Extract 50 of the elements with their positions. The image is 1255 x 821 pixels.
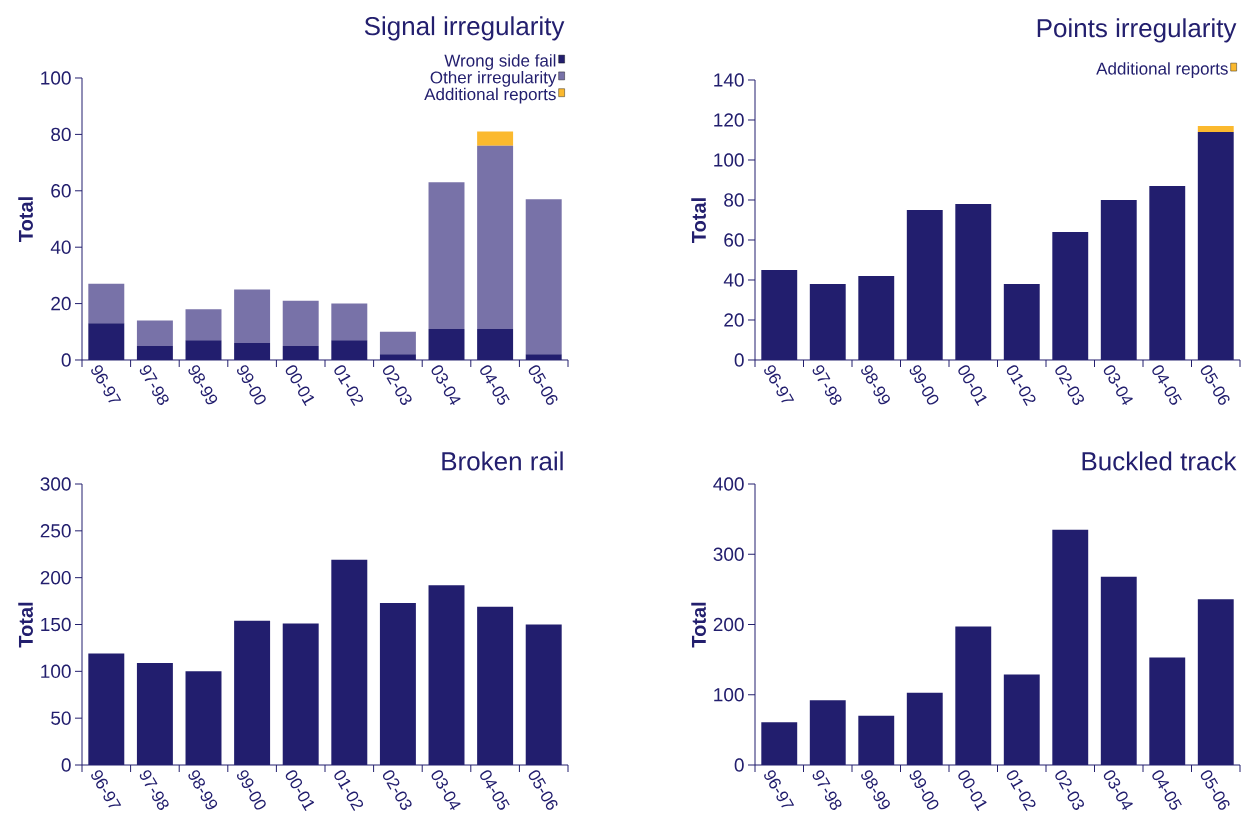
y-axis-title: Total <box>691 198 706 243</box>
bar <box>136 320 173 346</box>
y-tick-label: 60 <box>724 233 744 247</box>
y-tick-label: 140 <box>714 73 744 87</box>
chart-title: Points irregularity <box>1037 18 1237 43</box>
y-tick-label: 0 <box>734 758 744 772</box>
legend-label: Other irregularity <box>430 70 557 87</box>
legend-label: Additional reports <box>1096 62 1228 79</box>
y-tick-label: 80 <box>51 127 71 142</box>
y-axis-title: Total <box>18 197 33 242</box>
bar <box>477 131 514 146</box>
bar <box>88 283 125 324</box>
y-tick-label: 100 <box>714 688 744 702</box>
y-tick-label: 20 <box>51 296 71 311</box>
bar <box>1197 125 1234 132</box>
y-tick-label: 120 <box>714 113 744 127</box>
y-tick-label: 20 <box>724 313 744 327</box>
bar <box>525 199 562 355</box>
bar <box>331 303 368 341</box>
y-tick-label: 40 <box>50 240 71 254</box>
y-tick-label: 50 <box>51 711 71 725</box>
bar <box>282 300 319 346</box>
y-tick-label: 400 <box>713 477 744 491</box>
y-tick-label: 40 <box>723 273 744 287</box>
y-axis-title: Total <box>691 602 706 648</box>
y-tick-label: 300 <box>713 547 744 561</box>
chart-title: Buckled track <box>1082 451 1237 471</box>
y-tick-label: 0 <box>61 758 71 772</box>
y-tick-label: 80 <box>724 193 744 207</box>
y-tick-label: 150 <box>41 617 71 632</box>
y-tick-label: 250 <box>40 524 71 538</box>
y-tick-label: 300 <box>40 477 71 491</box>
legend-label: Additional reports <box>424 87 556 104</box>
bar <box>234 289 271 344</box>
y-tick-label: 0 <box>734 353 744 367</box>
legend-label: Wrong side fail <box>444 54 556 71</box>
y-tick-label: 100 <box>714 153 744 167</box>
bar <box>379 331 416 355</box>
y-tick-label: 200 <box>713 617 744 632</box>
y-axis-title: Total <box>18 602 33 648</box>
y-tick-label: 100 <box>41 71 71 85</box>
y-tick-label: 60 <box>51 184 71 198</box>
y-tick-label: 200 <box>40 570 71 585</box>
chart-title: Broken rail <box>442 451 563 471</box>
bar <box>185 309 222 341</box>
y-tick-label: 0 <box>61 353 71 367</box>
bar <box>428 182 465 329</box>
bar <box>477 145 514 329</box>
y-tick-label: 100 <box>41 664 71 679</box>
chart-title: Signal irregularity <box>364 16 565 41</box>
